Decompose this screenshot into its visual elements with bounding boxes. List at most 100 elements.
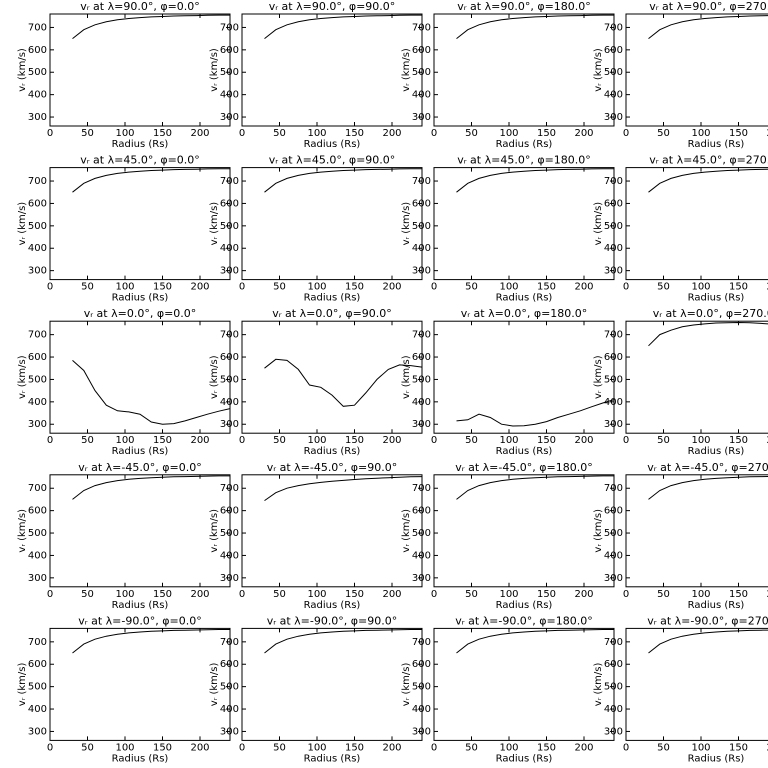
panel-title: vᵣ at λ=-45.0°, φ=180.0° <box>455 461 593 474</box>
y-tick-label: 300 <box>28 419 47 430</box>
x-tick-label: 50 <box>657 435 670 446</box>
x-tick-label: 100 <box>691 282 710 293</box>
y-tick-label: 400 <box>604 90 623 101</box>
panel-title: vᵣ at λ=90.0°, φ=180.0° <box>457 0 591 13</box>
x-axis-label: Radius (Rs) <box>688 139 745 150</box>
x-tick-label: 50 <box>465 589 478 600</box>
y-tick-label: 400 <box>604 704 623 715</box>
x-tick-label: 150 <box>345 128 364 139</box>
plot-frame <box>49 167 231 281</box>
y-tick-label: 600 <box>28 506 47 517</box>
y-axis-label: vᵣ (km/s) <box>209 509 220 553</box>
y-tick-label: 700 <box>220 176 239 187</box>
y-tick-label: 500 <box>604 374 623 385</box>
y-tick-label: 400 <box>28 90 47 101</box>
y-tick-label: 700 <box>604 22 623 33</box>
y-tick-label: 300 <box>28 266 47 277</box>
data-line <box>648 168 768 193</box>
x-tick-label: 0 <box>623 282 629 293</box>
panel-title: vᵣ at λ=-45.0°, φ=0.0° <box>78 461 202 474</box>
y-tick-label: 400 <box>412 550 431 561</box>
plot-frame <box>49 627 231 741</box>
x-tick-label: 200 <box>766 128 768 139</box>
x-axis-label: Radius (Rs) <box>112 446 169 457</box>
x-tick-label: 100 <box>115 282 134 293</box>
x-tick-label: 0 <box>623 128 629 139</box>
y-tick-label: 600 <box>28 352 47 363</box>
x-tick-label: 150 <box>345 282 364 293</box>
data-line <box>72 360 231 425</box>
x-tick-label: 150 <box>729 589 748 600</box>
y-tick-label: 400 <box>220 704 239 715</box>
x-tick-label: 0 <box>623 435 629 446</box>
y-tick-label: 500 <box>28 221 47 232</box>
plot-frame <box>433 627 615 741</box>
x-axis-label: Radius (Rs) <box>496 753 553 764</box>
y-tick-label: 400 <box>28 243 47 254</box>
y-tick-label: 600 <box>220 198 239 209</box>
data-line <box>264 629 422 654</box>
x-tick-label: 50 <box>81 128 94 139</box>
y-tick-label: 400 <box>412 243 431 254</box>
x-tick-label: 150 <box>537 435 556 446</box>
x-tick-label: 0 <box>47 128 53 139</box>
data-line <box>456 399 615 427</box>
y-tick-label: 700 <box>412 637 431 648</box>
data-line <box>456 475 614 500</box>
y-axis-label: vᵣ (km/s) <box>401 355 412 399</box>
x-tick-label: 50 <box>657 282 670 293</box>
x-tick-label: 200 <box>382 282 401 293</box>
y-axis-label: vᵣ (km/s) <box>209 355 220 399</box>
x-axis-label: Radius (Rs) <box>112 139 169 150</box>
y-tick-label: 600 <box>604 198 623 209</box>
y-tick-label: 300 <box>604 573 623 584</box>
x-axis-label: Radius (Rs) <box>688 446 745 457</box>
data-line <box>648 321 768 347</box>
x-tick-label: 100 <box>691 435 710 446</box>
data-line <box>264 358 423 407</box>
plot-frame <box>433 13 615 127</box>
y-tick-label: 400 <box>28 397 47 408</box>
panel-title: vᵣ at λ=45.0°, φ=180.0° <box>457 154 591 167</box>
y-tick-label: 400 <box>220 243 239 254</box>
y-tick-label: 600 <box>220 45 239 56</box>
x-tick-label: 50 <box>273 435 286 446</box>
x-tick-label: 50 <box>465 282 478 293</box>
plot-frame <box>625 627 768 741</box>
x-tick-label: 200 <box>766 742 768 753</box>
y-tick-label: 500 <box>220 682 239 693</box>
y-tick-label: 300 <box>220 112 239 123</box>
y-axis-label: vᵣ (km/s) <box>593 355 604 399</box>
x-tick-label: 50 <box>81 742 94 753</box>
x-tick-label: 150 <box>537 589 556 600</box>
y-tick-label: 400 <box>220 397 239 408</box>
y-tick-label: 700 <box>604 483 623 494</box>
y-tick-label: 300 <box>28 726 47 737</box>
y-axis-label: vᵣ (km/s) <box>17 663 28 707</box>
y-tick-label: 500 <box>220 67 239 78</box>
x-tick-label: 0 <box>431 742 437 753</box>
y-tick-label: 600 <box>28 198 47 209</box>
y-tick-label: 300 <box>220 726 239 737</box>
y-axis-label: vᵣ (km/s) <box>593 663 604 707</box>
x-axis-label: Radius (Rs) <box>304 446 361 457</box>
x-tick-label: 0 <box>431 282 437 293</box>
plot-frame <box>241 320 423 434</box>
x-tick-label: 100 <box>307 589 326 600</box>
y-tick-label: 400 <box>412 90 431 101</box>
x-tick-label: 0 <box>623 589 629 600</box>
panel-title: vᵣ at λ=90.0°, φ=270.0° <box>649 0 768 13</box>
x-axis-label: Radius (Rs) <box>304 753 361 764</box>
y-tick-label: 500 <box>220 221 239 232</box>
data-line <box>72 14 230 39</box>
y-tick-label: 600 <box>412 352 431 363</box>
y-tick-label: 500 <box>412 682 431 693</box>
x-tick-label: 100 <box>307 742 326 753</box>
y-tick-label: 700 <box>220 483 239 494</box>
x-tick-label: 200 <box>190 282 209 293</box>
x-tick-label: 100 <box>307 282 326 293</box>
y-tick-label: 500 <box>604 682 623 693</box>
x-tick-label: 200 <box>190 742 209 753</box>
x-tick-label: 50 <box>81 589 94 600</box>
